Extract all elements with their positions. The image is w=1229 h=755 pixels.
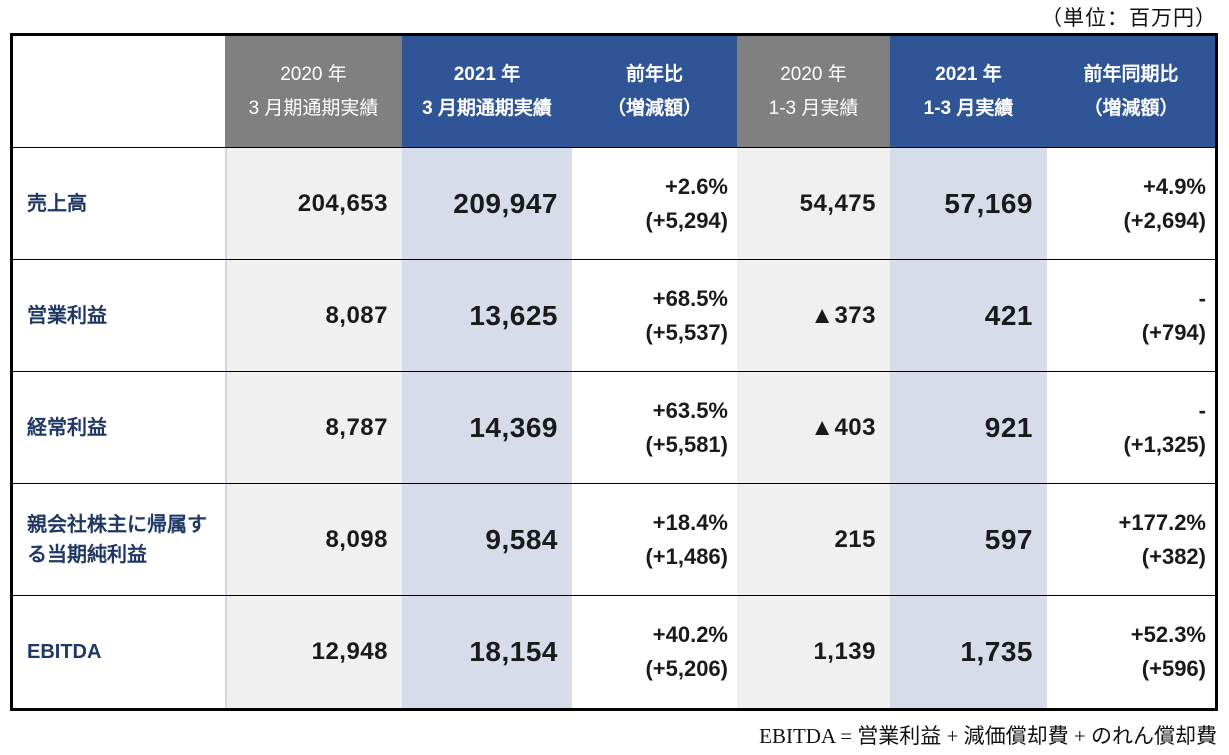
yoy-percent: +18.4%: [652, 509, 728, 535]
header-line: 3 月期通期実績: [248, 97, 379, 119]
cell-ordinary-q2021: 921: [890, 372, 1047, 483]
header-line: 2021 年: [453, 63, 521, 85]
cell-revenue-q2020: 54,475: [737, 148, 890, 259]
header-line: 2020 年: [280, 63, 347, 85]
cell-operating-q2021: 421: [890, 260, 1047, 371]
cell-ordinary-q2020: ▲403: [737, 372, 890, 483]
cell-revenue-fy2020: 204,653: [225, 148, 402, 259]
header-q1-2021-actual: 2021 年 1-3 月実績: [890, 36, 1047, 147]
cell-operating-fy2021: 13,625: [402, 260, 572, 371]
yoy-percent: +68.5%: [652, 285, 728, 311]
header-line: 前年比: [625, 63, 683, 85]
cell-ebitda-q2021: 1,735: [890, 596, 1047, 708]
cell-operating-yoy: +68.5% (+5,537): [572, 260, 737, 371]
table-row-ordinary-income: 経常利益 8,787 14,369 +63.5% (+5,581) ▲403 9…: [13, 372, 1215, 484]
cell-net-yoy: +18.4% (+1,486): [572, 484, 737, 595]
header-line: 2021 年: [935, 63, 1002, 85]
yoy-amount: (+596): [1141, 656, 1206, 681]
cell-ebitda-fy2021: 18,154: [402, 596, 572, 708]
corner-cell: [13, 36, 225, 147]
cell-operating-q2020: ▲373: [737, 260, 890, 371]
header-line: 前年同期比: [1083, 63, 1179, 85]
yoy-percent: -: [1198, 285, 1206, 311]
yoy-percent: +177.2%: [1118, 509, 1206, 535]
cell-revenue-fy2021: 209,947: [402, 148, 572, 259]
financial-results-table: 2020 年 3 月期通期実績 2021 年 3 月期通期実績 前年比 （増減額…: [10, 33, 1218, 711]
yoy-amount: (+5,537): [645, 319, 728, 345]
cell-ebitda-q2020: 1,139: [737, 596, 890, 708]
header-line: （増減額）: [1083, 97, 1179, 119]
yoy-amount: (+1,486): [645, 543, 728, 569]
row-label: 親会社株主に帰属する当期純利益: [27, 513, 207, 566]
cell-ordinary-qyoy: - (+1,325): [1047, 372, 1215, 483]
header-q1-yoy-change: 前年同期比 （増減額）: [1047, 36, 1215, 147]
unit-note: （単位：百万円）: [1041, 6, 1217, 30]
header-line: （増減額）: [606, 97, 702, 119]
row-label: 売上高: [27, 192, 87, 215]
table-row-revenue: 売上高 204,653 209,947 +2.6% (+5,294) 54,47…: [13, 148, 1215, 260]
cell-ordinary-yoy: +63.5% (+5,581): [572, 372, 737, 483]
row-label: 経常利益: [27, 416, 107, 439]
yoy-amount: (+5,294): [645, 207, 728, 233]
ebitda-footnote: EBITDA = 営業利益 + 減価償却費 + のれん償却費: [759, 724, 1217, 748]
cell-net-qyoy: +177.2% (+382): [1047, 484, 1215, 595]
yoy-percent: -: [1198, 397, 1206, 423]
cell-revenue-yoy: +2.6% (+5,294): [572, 148, 737, 259]
header-yoy-change: 前年比 （増減額）: [572, 36, 737, 147]
cell-ordinary-fy2020: 8,787: [225, 372, 402, 483]
cell-ebitda-qyoy: +52.3% (+596): [1047, 596, 1215, 708]
header-line: 2020 年: [780, 63, 847, 85]
cell-operating-fy2020: 8,087: [225, 260, 402, 371]
yoy-amount: (+1,325): [1123, 431, 1206, 457]
cell-operating-qyoy: - (+794): [1047, 260, 1215, 371]
yoy-amount: (+382): [1141, 543, 1206, 569]
cell-net-q2021: 597: [890, 484, 1047, 595]
header-fy2020-actual: 2020 年 3 月期通期実績: [225, 36, 402, 147]
header-line: 1-3 月実績: [768, 97, 859, 119]
table-row-net-income: 親会社株主に帰属する当期純利益 8,098 9,584 +18.4% (+1,4…: [13, 484, 1215, 596]
cell-net-fy2021: 9,584: [402, 484, 572, 595]
yoy-amount: (+5,581): [645, 431, 728, 457]
header-q1-2020-actual: 2020 年 1-3 月実績: [737, 36, 890, 147]
cell-ebitda-yoy: +40.2% (+5,206): [572, 596, 737, 708]
yoy-percent: +63.5%: [652, 397, 728, 423]
table-row-ebitda: EBITDA 12,948 18,154 +40.2% (+5,206) 1,1…: [13, 596, 1215, 708]
table-row-operating-income: 営業利益 8,087 13,625 +68.5% (+5,537) ▲373 4…: [13, 260, 1215, 372]
yoy-amount: (+794): [1141, 319, 1206, 345]
cell-net-fy2020: 8,098: [225, 484, 402, 595]
cell-ordinary-fy2021: 14,369: [402, 372, 572, 483]
yoy-percent: +40.2%: [652, 622, 728, 647]
header-fy2021-actual: 2021 年 3 月期通期実績: [402, 36, 572, 147]
yoy-amount: (+5,206): [645, 656, 728, 681]
header-line: 3 月期通期実績: [422, 97, 552, 119]
header-line: 1-3 月実績: [923, 97, 1014, 119]
cell-ebitda-fy2020: 12,948: [225, 596, 402, 708]
cell-net-q2020: 215: [737, 484, 890, 595]
yoy-percent: +52.3%: [1130, 622, 1206, 647]
yoy-amount: (+2,694): [1123, 207, 1206, 233]
cell-revenue-qyoy: +4.9% (+2,694): [1047, 148, 1215, 259]
yoy-percent: +2.6%: [665, 173, 728, 199]
row-label: EBITDA: [27, 641, 102, 663]
yoy-percent: +4.9%: [1143, 173, 1206, 199]
row-label: 営業利益: [27, 304, 107, 327]
cell-revenue-q2021: 57,169: [890, 148, 1047, 259]
table-header-row: 2020 年 3 月期通期実績 2021 年 3 月期通期実績 前年比 （増減額…: [13, 36, 1215, 148]
